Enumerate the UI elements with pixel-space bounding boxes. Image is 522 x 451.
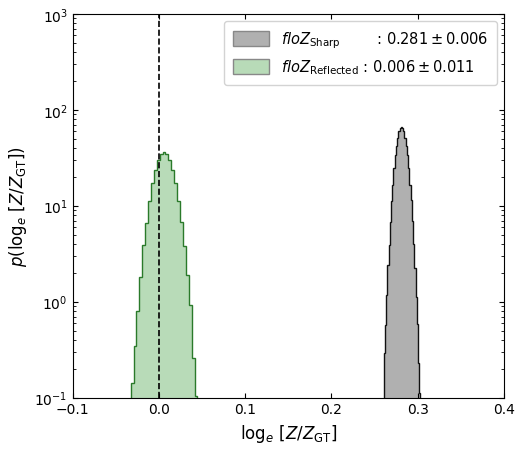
Polygon shape — [93, 152, 235, 451]
X-axis label: $\log_e\,[Z/Z_{\mathrm{GT}}]$: $\log_e\,[Z/Z_{\mathrm{GT}}]$ — [240, 422, 337, 444]
Legend: $\mathit{flo}Z_{\mathrm{Sharp}}$        : $0.281 \pm 0.006$, $\mathit{flo}Z_{\ma: $\mathit{flo}Z_{\mathrm{Sharp}}$ : $0.28… — [224, 22, 497, 86]
Polygon shape — [365, 128, 437, 451]
Y-axis label: $p(\log_e\,[Z/Z_{\mathrm{GT}}])$: $p(\log_e\,[Z/Z_{\mathrm{GT}}])$ — [7, 146, 29, 267]
